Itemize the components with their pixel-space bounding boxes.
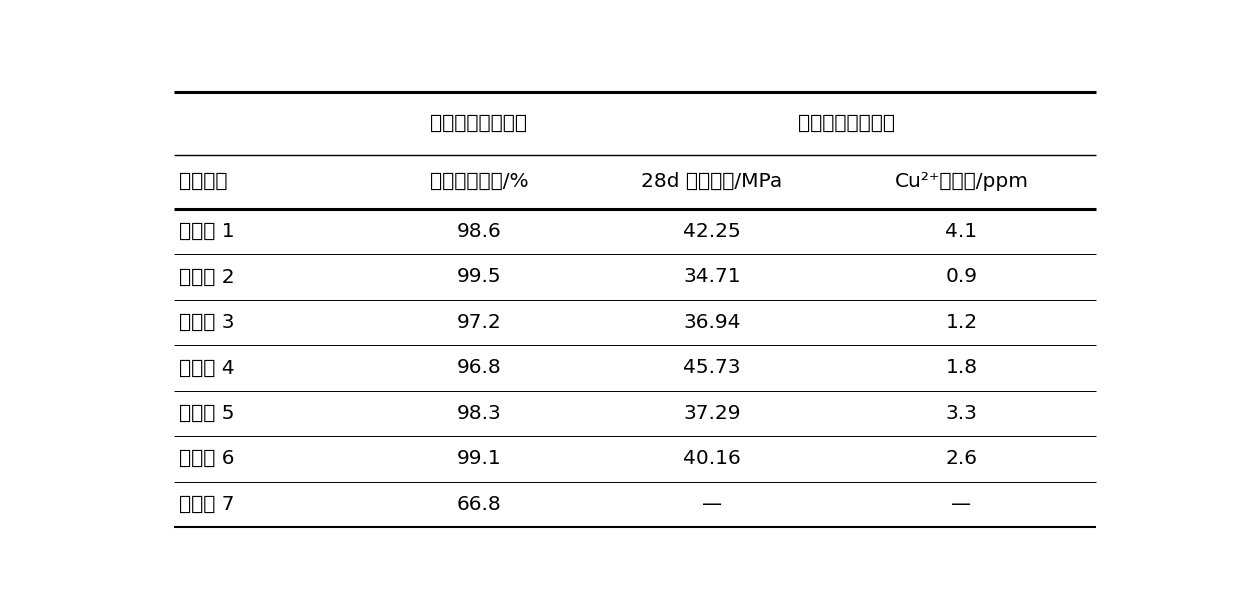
- Text: 0.9: 0.9: [945, 268, 978, 286]
- Text: —: —: [701, 495, 722, 514]
- Text: 赤泥基陶粒混凝土: 赤泥基陶粒混凝土: [798, 114, 895, 133]
- Text: 99.5: 99.5: [457, 268, 502, 286]
- Text: 实施例 1: 实施例 1: [178, 222, 234, 241]
- Text: 3.3: 3.3: [945, 404, 978, 423]
- Text: 28d 抗压强度/MPa: 28d 抗压强度/MPa: [641, 172, 783, 192]
- Text: 2.6: 2.6: [945, 449, 978, 468]
- Text: Cu²⁺浸出量/ppm: Cu²⁺浸出量/ppm: [895, 172, 1028, 192]
- Text: 97.2: 97.2: [457, 313, 502, 332]
- Text: 实施例 3: 实施例 3: [178, 313, 234, 332]
- Text: 赤泥基污水处理剂: 赤泥基污水处理剂: [430, 114, 528, 133]
- Text: 性能指标: 性能指标: [178, 172, 228, 192]
- Text: 实施例 7: 实施例 7: [178, 495, 234, 514]
- Text: 45.73: 45.73: [683, 358, 741, 378]
- Text: 实施例 4: 实施例 4: [178, 358, 234, 378]
- Text: 34.71: 34.71: [683, 268, 741, 286]
- Text: 66.8: 66.8: [457, 495, 502, 514]
- Text: —: —: [952, 495, 971, 514]
- Text: 98.6: 98.6: [457, 222, 502, 241]
- Text: 实施例 2: 实施例 2: [178, 268, 234, 286]
- Text: 99.1: 99.1: [457, 449, 502, 468]
- Text: 实施例 5: 实施例 5: [178, 404, 234, 423]
- Text: 4.1: 4.1: [945, 222, 978, 241]
- Text: 98.3: 98.3: [457, 404, 502, 423]
- Text: 实施例 6: 实施例 6: [178, 449, 234, 468]
- Text: 36.94: 36.94: [683, 313, 741, 332]
- Text: 1.2: 1.2: [945, 313, 978, 332]
- Text: 磷酸根吸附率/%: 磷酸根吸附率/%: [430, 172, 528, 192]
- Text: 1.8: 1.8: [945, 358, 978, 378]
- Text: 96.8: 96.8: [457, 358, 502, 378]
- Text: 37.29: 37.29: [683, 404, 741, 423]
- Text: 40.16: 40.16: [683, 449, 741, 468]
- Text: 42.25: 42.25: [683, 222, 741, 241]
